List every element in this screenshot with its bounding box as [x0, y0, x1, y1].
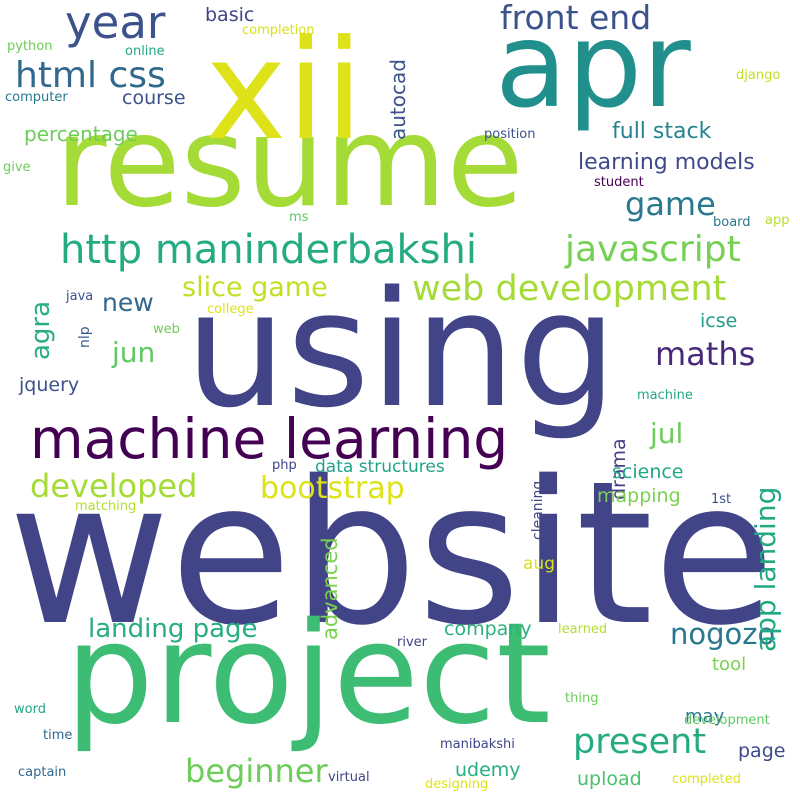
- cloud-word-jun: jun: [112, 336, 156, 369]
- cloud-word-cleaning: cleaning: [530, 480, 546, 540]
- cloud-word-jquery: jquery: [19, 374, 80, 396]
- cloud-word-board: board: [713, 215, 751, 230]
- cloud-word-apr: apr: [495, 0, 691, 134]
- cloud-word-student: student: [594, 175, 644, 190]
- cloud-word-virtual: virtual: [328, 770, 370, 785]
- cloud-word-full-stack: full stack: [612, 119, 712, 144]
- cloud-word-bootstrap: bootstrap: [260, 471, 405, 506]
- cloud-word-xii: xii: [205, 10, 364, 171]
- cloud-word-php: php: [272, 458, 297, 473]
- cloud-word-course: course: [122, 87, 186, 109]
- cloud-word-front-end: front end: [500, 0, 652, 37]
- cloud-word-learning-models: learning models: [578, 150, 755, 175]
- cloud-word-completion: completion: [242, 23, 315, 38]
- cloud-word-beginner: beginner: [185, 752, 328, 790]
- cloud-word-1st: 1st: [711, 492, 732, 507]
- cloud-word-slice-game: slice game: [182, 272, 328, 303]
- cloud-word-project: project: [65, 593, 551, 756]
- cloud-word-python: python: [7, 39, 53, 54]
- cloud-word-college: college: [207, 302, 254, 317]
- cloud-word-basic: basic: [205, 4, 255, 26]
- cloud-word-udemy: udemy: [455, 759, 521, 781]
- cloud-word-html-css: html css: [15, 55, 166, 96]
- cloud-word-upload: upload: [577, 768, 642, 790]
- cloud-word-java: java: [66, 289, 94, 304]
- cloud-word-icse: icse: [700, 310, 738, 332]
- cloud-word-website: website: [8, 438, 776, 669]
- cloud-word-app: app: [765, 213, 790, 228]
- cloud-word-page: page: [738, 740, 786, 762]
- cloud-word-captain: captain: [18, 765, 67, 780]
- cloud-word-science: science: [612, 461, 684, 483]
- cloud-word-new: new: [102, 288, 154, 317]
- cloud-word-app-landing: app landing: [749, 486, 782, 652]
- cloud-word-development: development: [684, 713, 770, 728]
- cloud-word-nogozo: nogozo: [670, 617, 776, 651]
- cloud-word-aug: aug: [523, 554, 555, 574]
- cloud-word-give: give: [3, 160, 31, 175]
- cloud-word-river: river: [397, 635, 427, 650]
- cloud-word-landing-page: landing page: [88, 614, 258, 644]
- cloud-word-autocad: autocad: [386, 59, 410, 140]
- cloud-word-thing: thing: [565, 691, 599, 706]
- cloud-word-time: time: [43, 728, 73, 743]
- cloud-word-matching: matching: [75, 499, 137, 514]
- cloud-word-online: online: [125, 44, 165, 59]
- cloud-word-advanced: advanced: [318, 537, 342, 640]
- cloud-word-computer: computer: [5, 90, 68, 105]
- cloud-word-nlp: nlp: [77, 326, 93, 348]
- cloud-word-mapping: mapping: [597, 485, 681, 507]
- cloud-word-manibakshi: manibakshi: [440, 737, 515, 752]
- cloud-word-position: position: [484, 127, 536, 142]
- cloud-word-company: company: [444, 618, 532, 640]
- cloud-word-may: may: [685, 706, 725, 727]
- cloud-word-web-development: web development: [412, 269, 727, 309]
- cloud-word-ms: ms: [289, 210, 309, 225]
- cloud-word-word: word: [14, 702, 46, 717]
- cloud-word-completed: completed: [672, 772, 741, 787]
- cloud-word-machine-learning: machine learning: [30, 407, 509, 471]
- cloud-word-web: web: [153, 322, 180, 337]
- cloud-word-designing: designing: [425, 777, 489, 792]
- cloud-word-learned: learned: [558, 622, 608, 637]
- cloud-word-developed: developed: [30, 467, 198, 505]
- cloud-word-tool: tool: [712, 654, 747, 675]
- cloud-word-resume: resume: [55, 90, 524, 235]
- cloud-word-game: game: [625, 185, 716, 223]
- cloud-word-django: django: [736, 68, 781, 83]
- cloud-word-percentage: percentage: [24, 122, 138, 146]
- cloud-word-data-structures: data structures: [315, 457, 445, 477]
- cloud-word-jul: jul: [650, 417, 684, 450]
- cloud-word-http-maninderbakshi: http maninderbakshi: [60, 227, 477, 273]
- cloud-word-agra: agra: [26, 300, 56, 360]
- cloud-word-using: using: [185, 256, 618, 443]
- cloud-word-javascript: javascript: [565, 229, 741, 270]
- cloud-word-present: present: [573, 722, 707, 762]
- cloud-word-year: year: [65, 0, 166, 49]
- cloud-word-machine: machine: [637, 388, 693, 403]
- cloud-word-maths: maths: [655, 335, 756, 373]
